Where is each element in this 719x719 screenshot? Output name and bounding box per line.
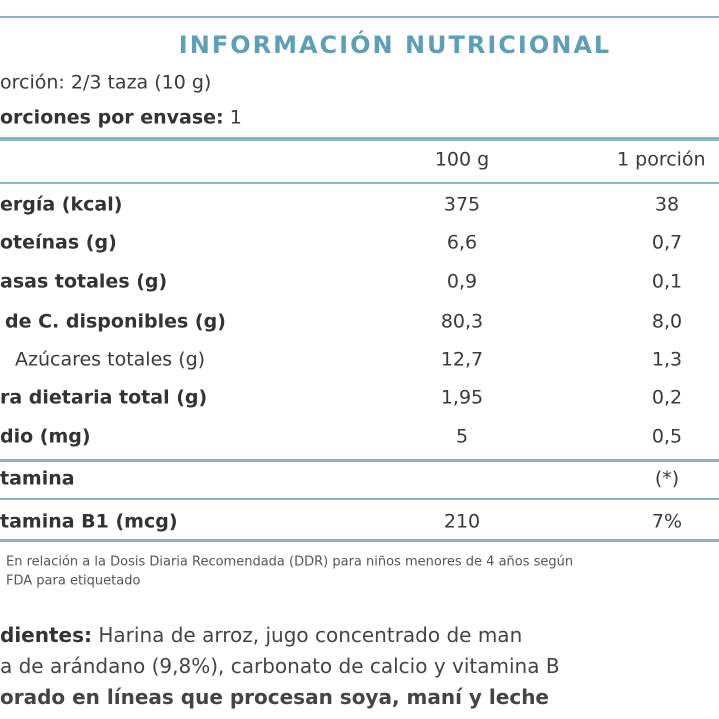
row-label: Azúcares totales (g) xyxy=(15,348,206,371)
value-100g: 210 xyxy=(443,510,481,533)
value-portion: (*) xyxy=(654,467,680,490)
value-portion: 0,5 xyxy=(651,425,683,448)
rule xyxy=(0,539,719,542)
ingredients-text: Harina de arroz, jugo concentrado de man xyxy=(98,623,523,647)
row-label: ergía (kcal) xyxy=(0,193,123,216)
value-portion: 38 xyxy=(654,193,680,216)
row-label: de C. disponibles (g) xyxy=(5,310,226,333)
allergen-note: orado en líneas que procesan soya, maní … xyxy=(0,685,549,709)
column-header: 1 porción xyxy=(617,148,706,171)
footnote: En relación a la Dosis Diaria Recomendad… xyxy=(6,554,574,570)
value-100g: 5 xyxy=(455,425,469,448)
row-label: dio (mg) xyxy=(0,425,91,448)
servings-label: orciones por envase: xyxy=(0,106,224,129)
rule xyxy=(0,137,719,141)
serving-size-value: 2/3 taza (10 g) xyxy=(70,71,212,94)
footnote: FDA para etiquetado xyxy=(6,573,141,589)
rule xyxy=(0,498,719,500)
value-100g: 1,95 xyxy=(440,386,484,409)
ingredients: dientes: Harina de arroz, jugo concentra… xyxy=(0,625,522,645)
value-portion: 0,1 xyxy=(651,270,683,293)
rule xyxy=(0,459,719,462)
title: INFORMACIÓN NUTRICIONAL xyxy=(178,31,612,59)
servings: orciones por envase: 1 xyxy=(0,106,242,129)
value-100g: 6,6 xyxy=(446,231,478,254)
rule xyxy=(0,16,719,18)
row-label: ra dietaria total (g) xyxy=(0,386,208,409)
row-label: tamina xyxy=(0,467,75,490)
serving-size-label: orción: xyxy=(0,71,65,94)
serving-size: orción: 2/3 taza (10 g) xyxy=(0,71,212,94)
value-portion: 0,7 xyxy=(651,231,683,254)
row-label: asas totales (g) xyxy=(0,270,168,293)
value-portion: 8,0 xyxy=(651,310,683,333)
ingredients-text: a de arándano (9,8%), carbonato de calci… xyxy=(0,654,560,678)
column-header: 100 g xyxy=(434,148,490,171)
row-label: oteínas (g) xyxy=(0,231,117,254)
value-100g: 80,3 xyxy=(440,310,484,333)
ingredients-label: dientes: xyxy=(0,623,93,647)
value-100g: 12,7 xyxy=(440,348,484,371)
value-portion: 1,3 xyxy=(651,348,683,371)
value-portion: 7% xyxy=(651,510,683,533)
value-100g: 375 xyxy=(443,193,481,216)
servings-value: 1 xyxy=(229,106,242,129)
value-portion: 0,2 xyxy=(651,386,683,409)
row-label: tamina B1 (mcg) xyxy=(0,510,178,533)
rule xyxy=(0,182,719,184)
value-100g: 0,9 xyxy=(446,270,478,293)
